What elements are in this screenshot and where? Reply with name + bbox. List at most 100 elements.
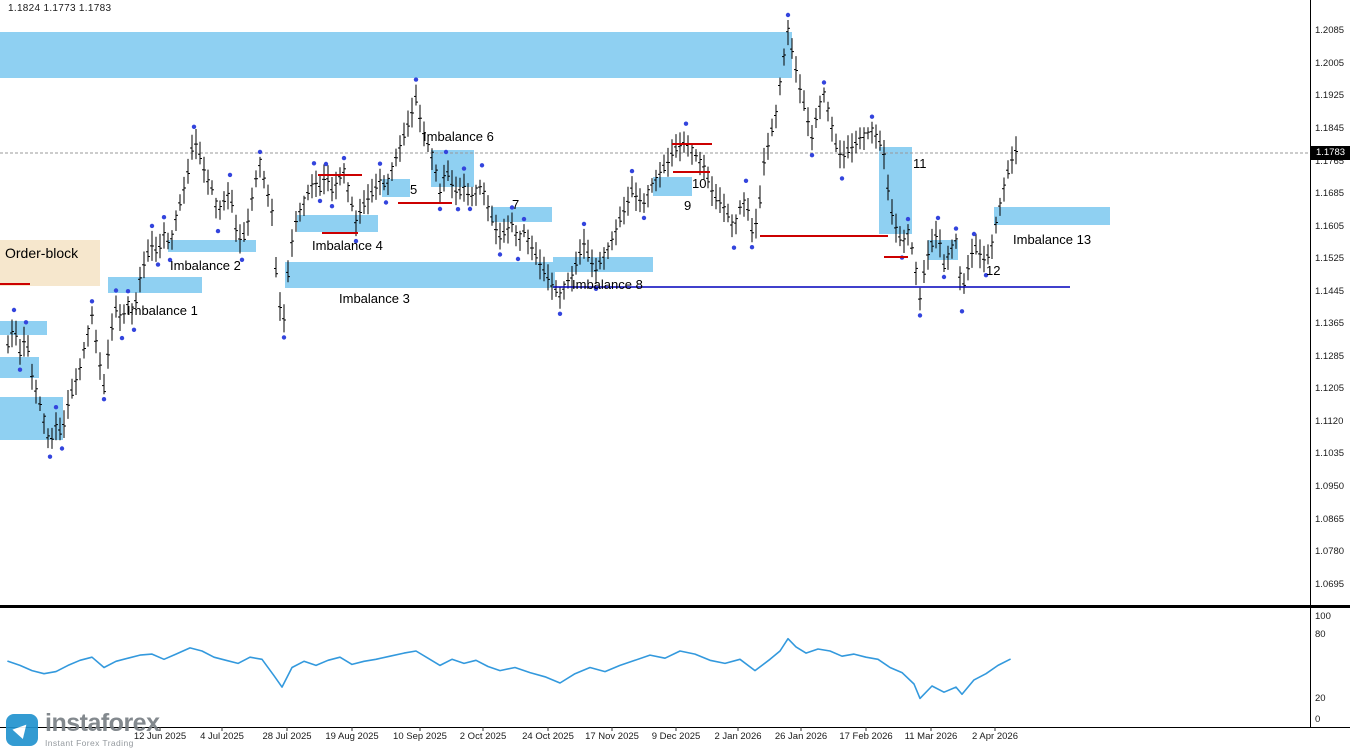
fractal-down-dot bbox=[383, 200, 389, 205]
fractal-up-dot bbox=[23, 320, 29, 325]
fractal-up-dot bbox=[905, 216, 911, 222]
fractal-down-dot bbox=[731, 245, 737, 250]
left-zone-c-zone[interactable] bbox=[0, 397, 63, 440]
imbalance-4-zone[interactable] bbox=[297, 215, 378, 232]
logo-brand: instaforex bbox=[45, 709, 160, 737]
indicator-tick-label: 0 bbox=[1315, 714, 1321, 725]
order-block-zone[interactable] bbox=[0, 240, 100, 286]
fractal-down-dot bbox=[329, 204, 335, 209]
fractal-down-dot bbox=[809, 153, 815, 158]
fractal-down-dot bbox=[101, 397, 107, 402]
imbalance-13-zone[interactable] bbox=[994, 207, 1110, 225]
date-tick-label: 12 Jun 2025 bbox=[133, 731, 187, 742]
chart-annotation-label[interactable]: Imbalance 2 bbox=[170, 258, 241, 273]
chart-annotation-label[interactable]: Imbalance 4 bbox=[312, 238, 383, 253]
fractal-down-dot bbox=[983, 273, 989, 278]
chart-annotation-label[interactable]: Imbalance 3 bbox=[339, 291, 410, 306]
date-tick-label: 2 Oct 2025 bbox=[459, 731, 507, 742]
fractal-down-dot bbox=[59, 446, 65, 451]
date-tick-label: 9 Dec 2025 bbox=[651, 731, 701, 742]
fractal-up-dot bbox=[821, 80, 827, 85]
price-tick-label: 1.1685 bbox=[1315, 188, 1345, 199]
chart-annotation-label[interactable]: 7 bbox=[512, 197, 520, 212]
imbalance-top-zone[interactable] bbox=[0, 32, 792, 78]
chart-annotation-label[interactable]: Imbalance 1 bbox=[127, 303, 198, 318]
chart-annotation-label[interactable]: 5 bbox=[410, 182, 418, 197]
fractal-down-dot bbox=[281, 335, 287, 340]
fractal-up-dot bbox=[125, 289, 131, 294]
price-tick-label: 1.1445 bbox=[1315, 286, 1345, 297]
fractal-down-dot bbox=[47, 454, 53, 459]
price-tick-label: 1.2005 bbox=[1315, 58, 1345, 69]
logo-tagline: Instant Forex Trading bbox=[45, 738, 134, 748]
price-tick-label: 1.1765 bbox=[1315, 156, 1345, 167]
price-tick-label: 1.1525 bbox=[1315, 253, 1345, 264]
logo-text: instaforex Instant Forex Trading bbox=[45, 709, 160, 749]
price-tick-label: 1.1365 bbox=[1315, 318, 1345, 329]
fractal-up-dot bbox=[89, 299, 95, 304]
fractal-up-dot bbox=[191, 124, 197, 129]
fractal-down-dot bbox=[215, 228, 221, 234]
date-tick-label: 19 Aug 2025 bbox=[325, 731, 379, 742]
fractal-down-dot bbox=[959, 309, 965, 314]
price-tick-label: 1.1205 bbox=[1315, 383, 1345, 394]
imbalance-9-zone[interactable] bbox=[653, 177, 692, 196]
fractal-up-dot bbox=[149, 223, 155, 229]
fractal-down-dot bbox=[557, 311, 563, 316]
fractal-up-dot bbox=[461, 166, 467, 171]
price-tick-label: 1.0950 bbox=[1315, 481, 1345, 492]
fractal-down-dot bbox=[239, 257, 245, 262]
price-tick-label: 1.0865 bbox=[1315, 514, 1345, 525]
fractal-up-dot bbox=[413, 77, 419, 82]
imbalance-2-zone[interactable] bbox=[168, 240, 256, 252]
fractal-up-dot bbox=[227, 172, 233, 178]
date-tick-label: 10 Sep 2025 bbox=[393, 731, 447, 742]
fractal-down-dot bbox=[515, 256, 521, 262]
price-tick-label: 1.1120 bbox=[1315, 416, 1344, 427]
fractal-up-dot bbox=[785, 12, 791, 18]
fractal-down-dot bbox=[317, 198, 323, 204]
date-tick-label: 4 Jul 2025 bbox=[200, 731, 244, 742]
chart-annotation-label[interactable]: 10 bbox=[692, 176, 707, 191]
left-zone-b-zone[interactable] bbox=[0, 357, 39, 378]
fractal-down-dot bbox=[917, 313, 923, 318]
imbalance-1-zone[interactable] bbox=[108, 277, 202, 293]
fractal-up-dot bbox=[443, 149, 449, 155]
fractal-down-dot bbox=[155, 262, 161, 267]
fractal-down-dot bbox=[749, 245, 755, 250]
chart-annotation-label[interactable]: 12 bbox=[986, 263, 1001, 278]
fractal-down-dot bbox=[131, 327, 137, 332]
fractal-up-dot bbox=[311, 161, 317, 166]
chart-annotation-label[interactable]: Imbalance 8 bbox=[572, 277, 643, 292]
imbalance-8-zone[interactable] bbox=[553, 257, 653, 272]
date-tick-label: 26 Jan 2026 bbox=[774, 731, 828, 742]
price-tick-label: 1.1285 bbox=[1315, 351, 1345, 362]
date-tick-label: 2 Jan 2026 bbox=[714, 731, 762, 742]
fractal-up-dot bbox=[323, 161, 329, 167]
fractal-up-dot bbox=[479, 163, 485, 168]
fractal-up-dot bbox=[629, 168, 635, 174]
fractal-down-dot bbox=[839, 176, 845, 181]
chart-annotation-label[interactable]: 11 bbox=[913, 156, 927, 171]
fractal-up-dot bbox=[683, 121, 689, 126]
fractal-up-dot bbox=[869, 114, 875, 119]
imbalance-5-zone[interactable] bbox=[382, 179, 410, 197]
instaforex-watermark: instaforex Instant Forex Trading bbox=[6, 709, 160, 749]
imbalance-7-zone[interactable] bbox=[491, 207, 552, 222]
fractal-up-dot bbox=[971, 231, 977, 237]
fractal-down-dot bbox=[941, 274, 947, 280]
fractal-up-dot bbox=[113, 288, 119, 293]
fractal-up-dot bbox=[581, 221, 587, 227]
logo-arrow-glyph bbox=[12, 719, 32, 740]
panel-separator bbox=[0, 605, 1350, 608]
date-tick-label: 24 Oct 2025 bbox=[522, 731, 574, 742]
fractal-down-dot bbox=[467, 206, 473, 212]
price-tick-label: 1.0780 bbox=[1315, 546, 1345, 557]
chart-annotation-label[interactable]: Order-block bbox=[5, 245, 79, 261]
chart-annotation-label[interactable]: 9 bbox=[684, 198, 692, 213]
fractal-down-dot bbox=[455, 207, 461, 212]
chart-annotation-label[interactable]: Imbalance 6 bbox=[423, 129, 494, 144]
imbalance-3-zone[interactable] bbox=[285, 262, 555, 288]
chart-annotation-label[interactable]: Imbalance 13 bbox=[1013, 232, 1092, 247]
